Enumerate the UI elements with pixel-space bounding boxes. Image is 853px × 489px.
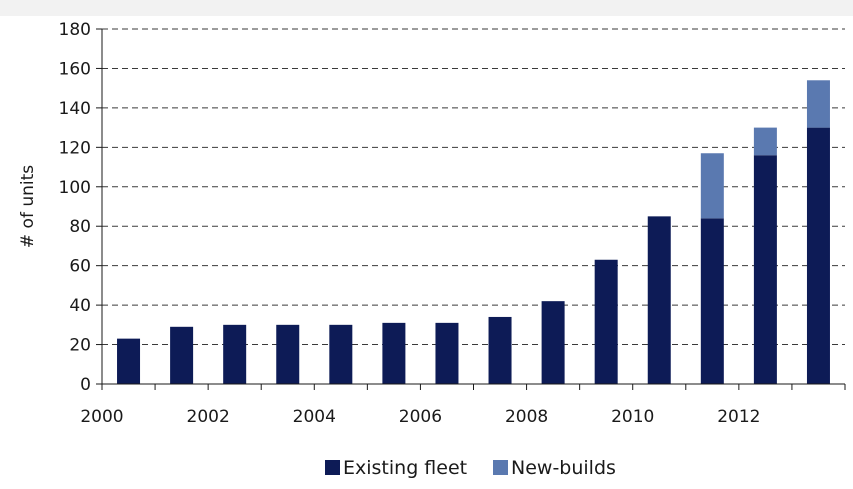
bars bbox=[117, 80, 830, 384]
y-tick-label: 40 bbox=[69, 296, 91, 316]
legend-item-existing-fleet: Existing fleet bbox=[325, 457, 467, 479]
y-tick-label: 20 bbox=[69, 336, 91, 356]
x-tick-label: 2008 bbox=[505, 407, 548, 427]
legend-label: Existing fleet bbox=[343, 457, 467, 479]
legend: Existing fleet New-builds bbox=[325, 457, 616, 479]
x-tick-label: 2010 bbox=[611, 407, 654, 427]
y-tick-label: 60 bbox=[69, 257, 91, 277]
y-axis-title: # of units bbox=[18, 165, 38, 248]
bar-new-builds bbox=[700, 153, 724, 219]
bar-existing-fleet bbox=[647, 216, 671, 384]
x-tick-label: 2004 bbox=[293, 407, 336, 427]
axes: 0 20 40 60 80 100 120 140 160 180 2000 2002 2004 2006… bbox=[18, 20, 846, 427]
bar-existing-fleet bbox=[541, 301, 565, 384]
bar-existing-fleet bbox=[435, 322, 459, 384]
legend-label: New-builds bbox=[511, 457, 616, 479]
bar-new-builds bbox=[806, 80, 830, 128]
legend-swatch bbox=[493, 460, 508, 475]
y-tick-label: 120 bbox=[59, 138, 91, 158]
y-tick-label: 100 bbox=[59, 178, 91, 198]
legend-swatch bbox=[325, 460, 340, 475]
bar-existing-fleet bbox=[594, 259, 618, 384]
y-tick-label: 160 bbox=[59, 59, 91, 79]
bar-existing-fleet bbox=[170, 326, 194, 384]
y-tick-label: 80 bbox=[69, 217, 91, 237]
x-tick-label: 2012 bbox=[717, 407, 760, 427]
y-tick-label: 140 bbox=[59, 99, 91, 119]
x-tick-label: 2006 bbox=[399, 407, 442, 427]
top-border-strip bbox=[0, 0, 853, 16]
bar-existing-fleet bbox=[117, 338, 141, 384]
y-tick-label: 180 bbox=[59, 20, 91, 40]
y-tick-label: 0 bbox=[80, 375, 91, 395]
bar-existing-fleet bbox=[806, 127, 830, 384]
bar-existing-fleet bbox=[488, 316, 512, 384]
bar-existing-fleet bbox=[329, 324, 353, 384]
legend-item-new-builds: New-builds bbox=[493, 457, 616, 479]
bar-existing-fleet bbox=[276, 324, 300, 384]
bar-existing-fleet bbox=[223, 324, 247, 384]
bar-new-builds bbox=[753, 127, 777, 156]
bar-existing-fleet bbox=[382, 322, 406, 384]
bar-existing-fleet bbox=[753, 155, 777, 384]
gridlines bbox=[102, 28, 845, 346]
bar-existing-fleet bbox=[700, 218, 724, 384]
x-tick-label: 2000 bbox=[80, 407, 123, 427]
x-tick-label: 2002 bbox=[187, 407, 230, 427]
